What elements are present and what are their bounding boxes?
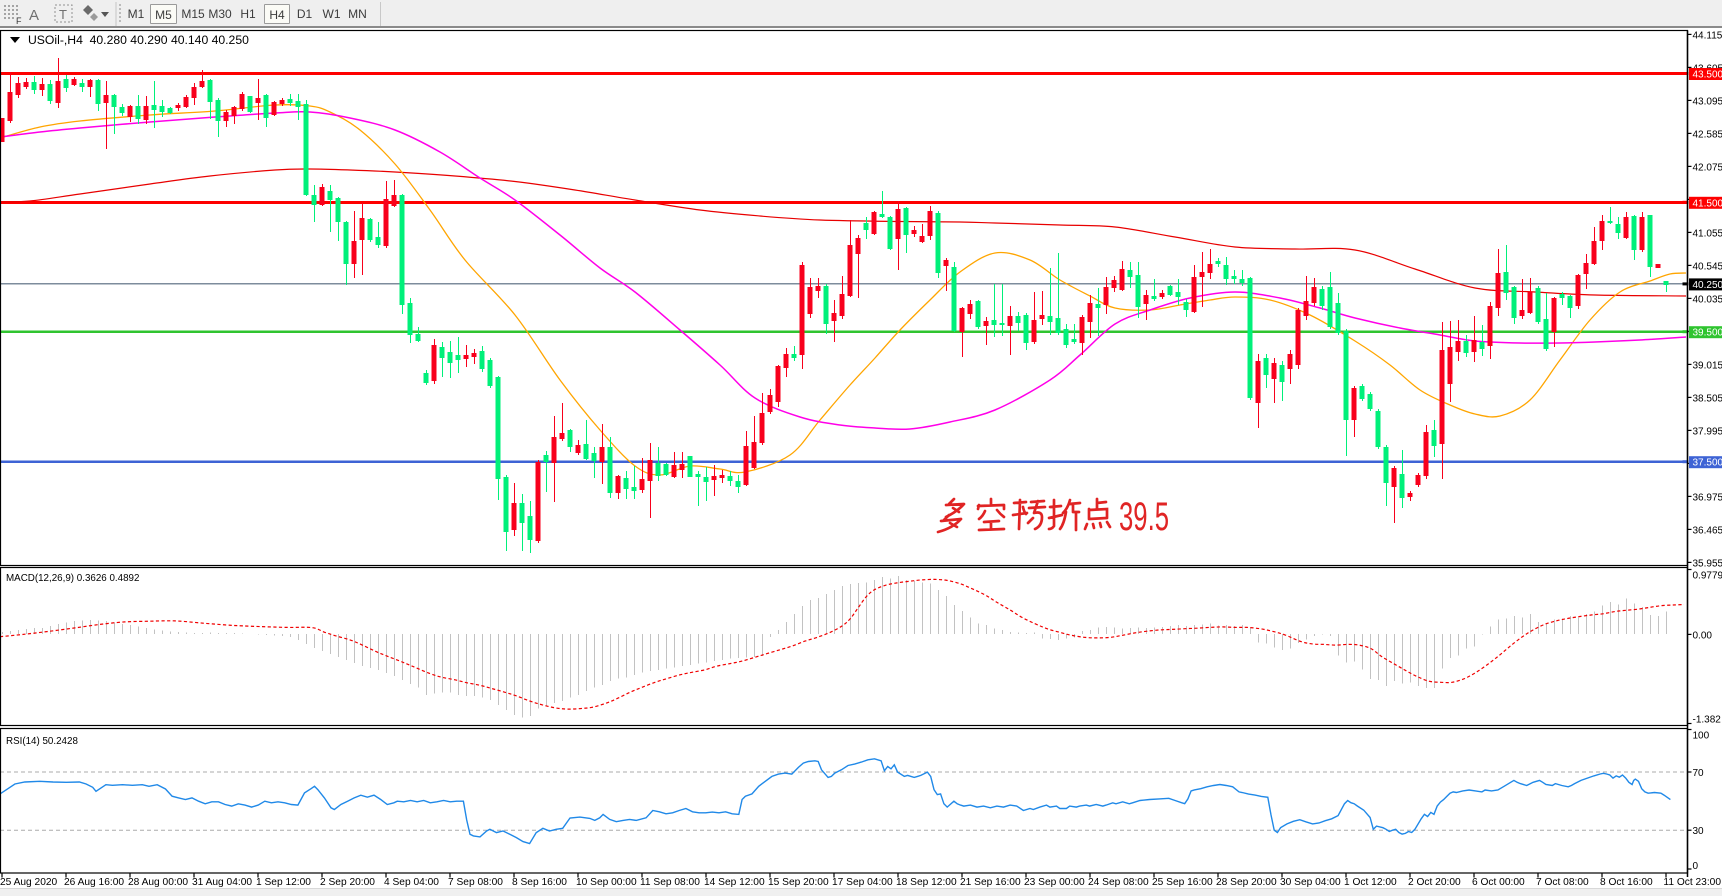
svg-text:31 Aug 04:00: 31 Aug 04:00	[192, 877, 252, 888]
svg-text:T: T	[59, 7, 67, 22]
svg-text:21 Sep 16:00: 21 Sep 16:00	[960, 877, 1021, 888]
svg-text:25 Sep 16:00: 25 Sep 16:00	[1152, 877, 1213, 888]
svg-text:44.115: 44.115	[1693, 30, 1722, 41]
svg-text:37.995: 37.995	[1693, 426, 1722, 437]
svg-text:38.505: 38.505	[1693, 393, 1722, 404]
svg-text:43.095: 43.095	[1693, 96, 1722, 107]
svg-text:30 Sep 04:00: 30 Sep 04:00	[1280, 877, 1341, 888]
svg-text:26 Aug 16:00: 26 Aug 16:00	[64, 877, 124, 888]
svg-text:11 Sep 08:00: 11 Sep 08:00	[640, 877, 700, 888]
svg-text:18 Sep 12:00: 18 Sep 12:00	[896, 877, 957, 888]
svg-text:17 Sep 04:00: 17 Sep 04:00	[832, 877, 893, 888]
svg-text:14 Sep 12:00: 14 Sep 12:00	[704, 877, 765, 888]
svg-text:1 Oct 12:00: 1 Oct 12:00	[1344, 877, 1397, 888]
svg-text:40.250: 40.250	[1693, 280, 1722, 291]
svg-text:-1.382: -1.382	[1693, 715, 1722, 726]
svg-text:42.585: 42.585	[1693, 129, 1722, 140]
svg-text:0.9779: 0.9779	[1693, 571, 1722, 582]
svg-text:10 Sep 00:00: 10 Sep 00:00	[576, 877, 637, 888]
svg-text:42.075: 42.075	[1693, 162, 1722, 173]
svg-text:8 Oct 16:00: 8 Oct 16:00	[1600, 877, 1653, 888]
svg-text:24 Sep 08:00: 24 Sep 08:00	[1088, 877, 1149, 888]
svg-text:2 Sep 20:00: 2 Sep 20:00	[320, 877, 375, 888]
svg-text:7 Sep 08:00: 7 Sep 08:00	[448, 877, 503, 888]
svg-text:RSI(14) 50.2428: RSI(14) 50.2428	[6, 736, 78, 747]
svg-text:35.955: 35.955	[1693, 558, 1722, 569]
svg-text:70: 70	[1693, 768, 1705, 779]
svg-text:7 Oct 08:00: 7 Oct 08:00	[1536, 877, 1589, 888]
svg-text:USOil-,H4 40.280 40.290 40.14: USOil-,H4 40.280 40.290 40.140 40.250	[28, 33, 249, 47]
svg-text:4 Sep 04:00: 4 Sep 04:00	[384, 877, 439, 888]
svg-text:MACD(12,26,9) 0.3626 0.4892: MACD(12,26,9) 0.3626 0.4892	[6, 573, 139, 584]
svg-text:28 Sep 20:00: 28 Sep 20:00	[1216, 877, 1277, 888]
svg-text:23 Sep 00:00: 23 Sep 00:00	[1024, 877, 1085, 888]
svg-text:100: 100	[1693, 731, 1710, 742]
svg-text:37.500: 37.500	[1693, 458, 1722, 469]
svg-text:36.465: 36.465	[1693, 525, 1722, 536]
svg-text:28 Aug 00:00: 28 Aug 00:00	[128, 877, 188, 888]
svg-text:41.500: 41.500	[1693, 198, 1722, 209]
svg-text:25 Aug 2020: 25 Aug 2020	[0, 877, 58, 888]
svg-text:F: F	[16, 16, 22, 26]
svg-text:39.015: 39.015	[1693, 360, 1722, 371]
svg-text:0: 0	[1693, 861, 1699, 872]
svg-text:39.500: 39.500	[1693, 328, 1722, 339]
svg-text:2 Oct 20:00: 2 Oct 20:00	[1408, 877, 1461, 888]
svg-text:6 Oct 00:00: 6 Oct 00:00	[1472, 877, 1525, 888]
svg-text:15 Sep 20:00: 15 Sep 20:00	[768, 877, 829, 888]
svg-text:1 Sep 12:00: 1 Sep 12:00	[256, 877, 311, 888]
svg-text:40.035: 40.035	[1693, 294, 1722, 305]
svg-text:A: A	[29, 7, 39, 24]
svg-text:8 Sep 16:00: 8 Sep 16:00	[512, 877, 567, 888]
svg-text:11 Oct 23:00: 11 Oct 23:00	[1663, 877, 1721, 888]
svg-text:43.500: 43.500	[1693, 70, 1722, 81]
svg-text:40.545: 40.545	[1693, 261, 1722, 272]
svg-text:41.055: 41.055	[1693, 228, 1722, 239]
svg-text:30: 30	[1693, 826, 1705, 837]
svg-text:39.5: 39.5	[1119, 495, 1169, 539]
svg-text:0.00: 0.00	[1693, 630, 1713, 641]
svg-text:36.975: 36.975	[1693, 492, 1722, 503]
